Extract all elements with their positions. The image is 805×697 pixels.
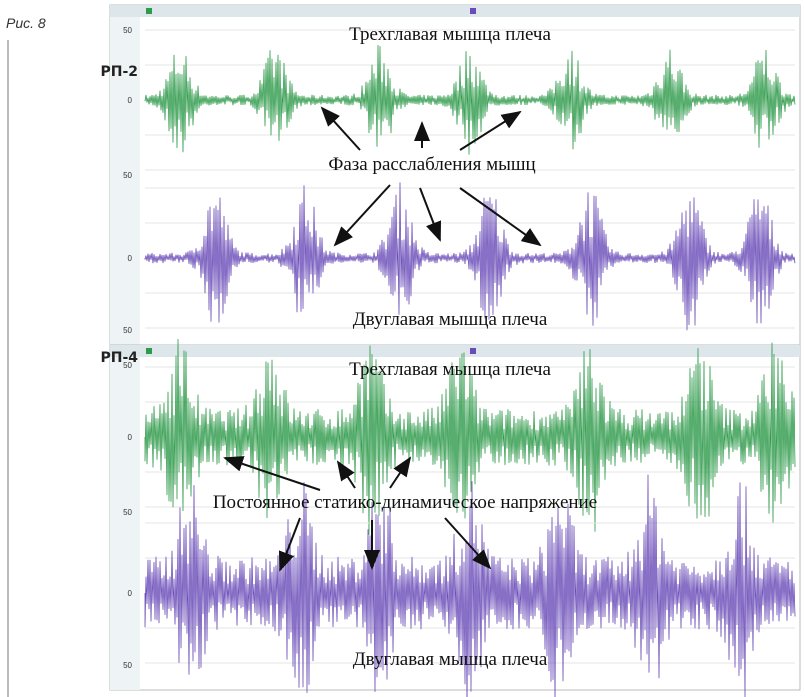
arrow — [419, 187, 442, 242]
legend-swatch — [146, 8, 152, 14]
legend-swatch — [470, 348, 476, 354]
y-tick-label: 50 — [123, 326, 132, 335]
panel-label: РП-4 — [100, 350, 138, 366]
arrow — [333, 184, 391, 247]
legend-swatch — [470, 8, 476, 14]
y-tick-label: 50 — [123, 26, 132, 35]
arrow — [444, 517, 492, 570]
figure-label: Рис. 8 — [6, 15, 46, 31]
y-tick-label: 0 — [128, 96, 133, 105]
y-tick-label: 0 — [128, 254, 133, 263]
emg-trace — [144, 338, 796, 535]
legend-strip — [110, 345, 800, 357]
y-tick-label: 0 — [128, 433, 133, 442]
annotation: Фаза расслабления мышц — [328, 154, 535, 175]
panel-label: РП-2 — [100, 64, 138, 80]
plot-area — [109, 4, 801, 346]
y-tick-label: 50 — [123, 661, 132, 670]
arrow — [336, 460, 356, 489]
legend-strip — [110, 5, 800, 17]
arrow — [320, 106, 361, 151]
muscle-title: Двуглавая мышца плеча — [353, 309, 548, 330]
y-tick-label: 50 — [123, 508, 132, 517]
legend-swatch — [146, 348, 152, 354]
arrow — [389, 456, 412, 489]
emg-trace — [144, 44, 796, 155]
axis-strip — [110, 357, 140, 690]
emg-trace — [144, 474, 796, 697]
annotation: Постоянное статико-динамическое напряжен… — [213, 492, 597, 513]
emg-trace — [144, 182, 796, 331]
y-tick-label: 50 — [123, 171, 132, 180]
muscle-title: Двуглавая мышца плеча — [353, 649, 548, 670]
muscle-title: Трехглавая мышца плеча — [349, 24, 551, 45]
axis-strip — [110, 17, 140, 345]
y-tick-label: 0 — [128, 589, 133, 598]
muscle-title: Трехглавая мышца плеча — [349, 359, 551, 380]
arrow — [459, 110, 522, 151]
y-tick-label: 50 — [123, 361, 132, 370]
arrow — [223, 456, 321, 491]
arrow — [459, 187, 542, 247]
arrow — [278, 517, 301, 572]
